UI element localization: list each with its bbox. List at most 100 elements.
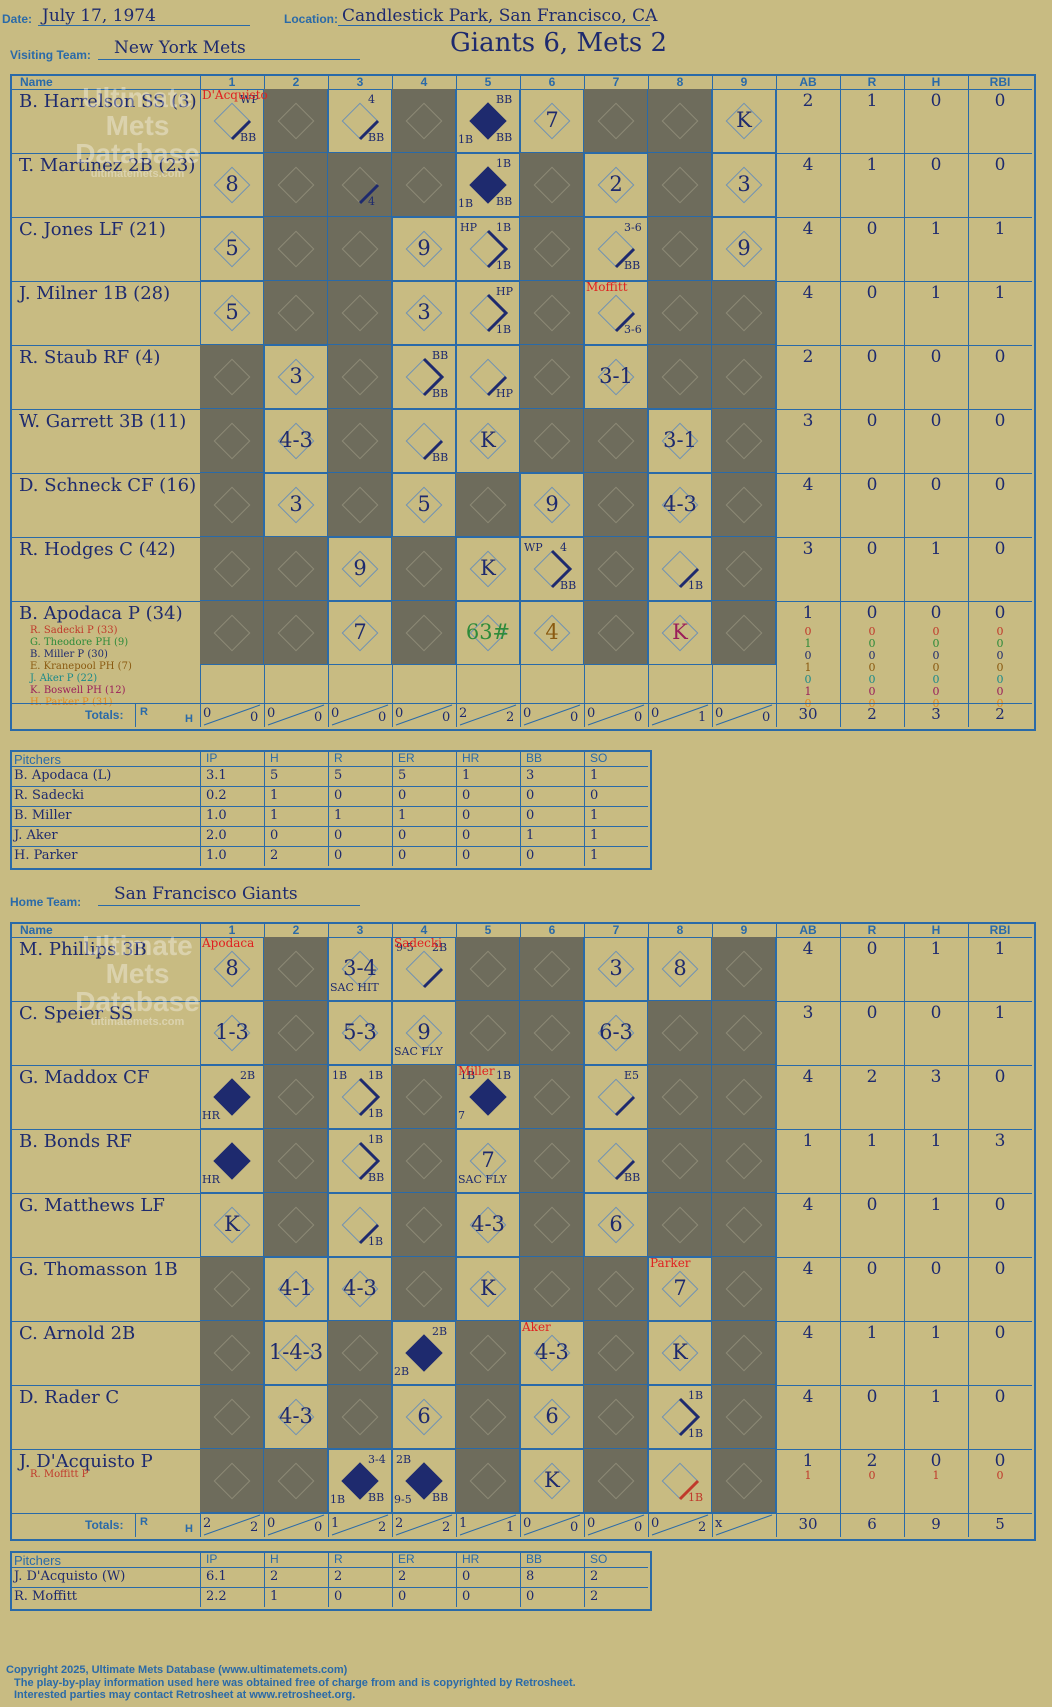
visitor-sub-r: 0 (868, 661, 876, 674)
home-play-note: E5 (624, 1069, 640, 1082)
location-label: Location: (284, 12, 338, 26)
totals-slash-icon (523, 704, 581, 726)
home-batter-h: 0 (930, 1451, 942, 1471)
visitor-play-result: 3-1 (599, 364, 633, 388)
home-inning-cell (200, 937, 264, 1001)
home-play-note: SAC FLY (394, 1045, 443, 1058)
home-inning-cell (264, 1449, 328, 1513)
home-inning-cell (520, 1321, 584, 1385)
base-diamond (213, 1462, 251, 1500)
base-path-icon (358, 119, 380, 141)
visitor-inning-cell (200, 345, 264, 409)
home-inning-cell (392, 1385, 456, 1449)
home-inning-cell (200, 1193, 264, 1257)
home-pitcher-row-rule (10, 1567, 648, 1568)
visitor-sub-rbi: 0 (996, 673, 1004, 686)
home-play-result: K (224, 1212, 240, 1236)
home-pitcher-name: J. D'Acquisto (W) (14, 1569, 126, 1584)
visitor-batter-ab: 3 (802, 539, 814, 559)
home-play-note: 1B (368, 1107, 384, 1120)
home-inning-cell (584, 1449, 648, 1513)
visitor-inning-cell (264, 345, 328, 409)
home-play-note: 2B (396, 1453, 412, 1466)
home-inning-hits: 2 (442, 1520, 451, 1535)
home-name-header: Name (20, 923, 53, 937)
home-pitcher-change: Sadecki (394, 936, 442, 950)
home-inning-cell (456, 1385, 520, 1449)
base-diamond (405, 166, 443, 204)
home-play-result: 7 (673, 1276, 687, 1300)
visitor-inning-cell (456, 217, 520, 281)
visitor-inning-cell (648, 281, 712, 345)
home-pitcher-col-rule (200, 1551, 201, 1607)
home-total-rbi: 5 (995, 1515, 1005, 1533)
home-inning-cell (200, 1065, 264, 1129)
home-inning-cell (456, 1321, 520, 1385)
home-batter-ab: 4 (802, 1067, 814, 1087)
home-inning-cell (520, 1257, 584, 1321)
visitor-play-note: 3-6 (624, 323, 642, 336)
visitor-inning-cell (648, 473, 712, 537)
base-diamond (597, 550, 635, 588)
base-diamond (405, 1206, 443, 1244)
home-batter-name: J. D'Acquisto P (19, 1451, 153, 1472)
visitor-pitcher-col-header: ER (398, 751, 415, 765)
visitor-play-note: 1B (496, 221, 512, 234)
visitor-sub-ab: 1 (804, 661, 812, 674)
visitor-inning-cell (392, 409, 456, 473)
home-batter-r: 2 (866, 1067, 878, 1087)
home-batter-name: M. Phillips 3B (19, 939, 147, 960)
location-underline (338, 25, 650, 26)
visitor-pitcher-stat: 0.2 (206, 788, 227, 803)
visitor-play-note: BB (432, 451, 449, 464)
visitor-sub-name: K. Boswell PH (12) (30, 685, 126, 696)
visitor-pitcher-name: J. Aker (14, 828, 58, 843)
home-batter-rbi: 1 (994, 939, 1006, 959)
base-path-icon (678, 567, 700, 589)
visitor-sub-r: 0 (868, 685, 876, 698)
home-batter-name: C. Arnold 2B (19, 1323, 136, 1344)
totals-slash-icon (395, 1514, 453, 1536)
visitor-inning-hits: 2 (506, 710, 515, 725)
base-diamond (405, 1270, 443, 1308)
visitor-inning-hits: 0 (314, 710, 323, 725)
base-path-icon (614, 1159, 636, 1181)
watermark-text: Ultimate (82, 82, 193, 113)
visitor-row-rule (10, 537, 1032, 538)
base-diamond (661, 1078, 699, 1116)
visitor-inning-cell (520, 601, 584, 665)
base-diamond (533, 1078, 571, 1116)
visitor-pitcher-col-rule (264, 750, 265, 866)
visitor-inning-cell (264, 537, 328, 601)
visitor-batter-r: 0 (866, 603, 878, 623)
home-row-rule (10, 1449, 1032, 1450)
visitor-sub-name: G. Theodore PH (9) (30, 637, 129, 648)
visitor-inning-cell (520, 281, 584, 345)
visitor-pitcher-stat: 0 (398, 828, 407, 843)
visitor-play-result: 4 (545, 620, 559, 644)
home-play-note: 1B (368, 1235, 384, 1248)
home-inning-hits: 0 (314, 1520, 323, 1535)
visitor-batter-rbi: 0 (994, 411, 1006, 431)
home-inning-header-3: 3 (356, 923, 364, 937)
home-sub-rbi: 0 (996, 1469, 1004, 1482)
visitor-pitcher-stat: 1 (270, 788, 279, 803)
visitor-inning-cell (648, 89, 712, 153)
visitor-play-note: BB (368, 131, 385, 144)
base-diamond (341, 422, 379, 460)
visitor-inning-hits: 0 (634, 710, 643, 725)
home-play-result: 3-4 (343, 956, 377, 980)
visitor-batter-ab: 4 (802, 155, 814, 175)
visitor-inning-cell (712, 281, 776, 345)
visitor-inning-cell (584, 345, 648, 409)
home-inning-cell (328, 1193, 392, 1257)
visitor-col-rule (392, 74, 393, 727)
visitor-batter-name: T. Martinez 2B (23) (19, 155, 196, 176)
home-inning-cell (648, 1065, 712, 1129)
visitor-inning-header-9: 9 (740, 75, 748, 89)
visitor-pitcher-table (10, 750, 652, 870)
visitor-pitcher-stat: 0 (526, 808, 535, 823)
home-batter-ab: 4 (802, 1323, 814, 1343)
visitor-batter-r: 0 (866, 411, 878, 431)
base-diamond (597, 1398, 635, 1436)
